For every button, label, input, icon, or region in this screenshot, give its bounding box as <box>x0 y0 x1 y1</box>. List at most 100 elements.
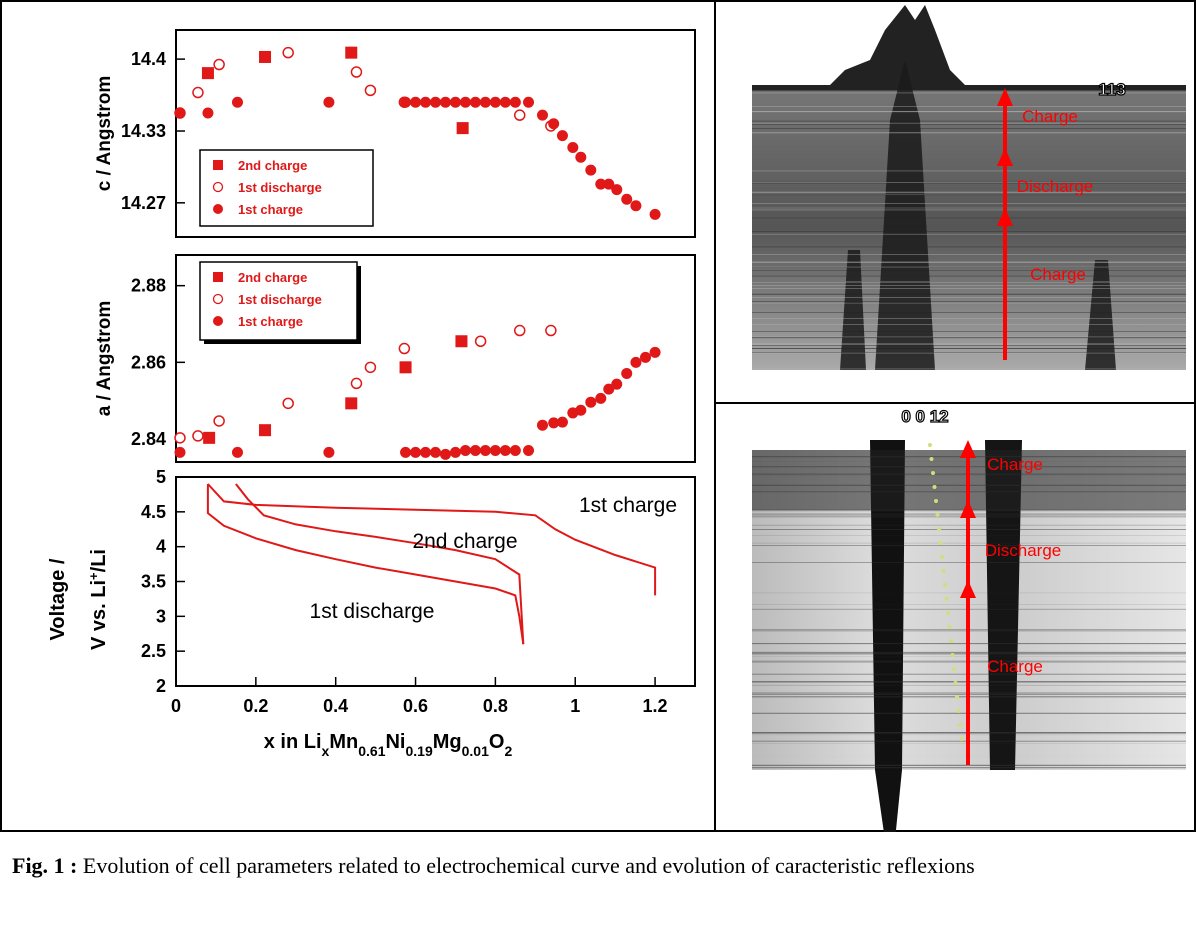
step-label: Discharge <box>1017 177 1094 196</box>
marker-circle <box>459 445 471 456</box>
y-axis-label: Voltage / <box>47 558 69 640</box>
marker-circle <box>400 96 412 108</box>
x-tick-label: 0.2 <box>243 696 268 716</box>
marker-circle <box>536 419 548 431</box>
legend-label: 1st charge <box>238 202 303 217</box>
x-tick-label: 0 <box>171 696 181 716</box>
caption-text: Evolution of cell parameters related to … <box>82 853 975 878</box>
step-label: Charge <box>1030 265 1086 284</box>
marker-circle <box>585 164 597 176</box>
xrd-image-113 <box>752 5 1186 370</box>
image-dot <box>941 569 946 573</box>
subscript: 0.01 <box>462 743 489 759</box>
image-dot <box>959 737 964 741</box>
marker-circle <box>231 96 243 108</box>
image-peak <box>752 5 1186 90</box>
image-dot <box>949 639 953 643</box>
y-tick-label: 14.4 <box>131 49 166 69</box>
label-part: x in Li <box>264 731 322 753</box>
marker-circle <box>630 200 642 212</box>
marker-circle <box>174 107 186 119</box>
reflection-label: 0 0 12 <box>901 407 948 426</box>
label-part: Mg <box>433 731 462 753</box>
marker-open-circle <box>192 430 204 442</box>
marker-circle <box>499 96 511 108</box>
step-label: Charge <box>987 657 1043 676</box>
marker-circle <box>489 96 501 108</box>
y-axis-label: V vs. Li+/Li <box>86 549 111 650</box>
voltage-curve <box>235 483 525 645</box>
marker-circle <box>509 445 521 456</box>
caption-prefix: Fig. 1 : <box>12 853 78 878</box>
marker-circle <box>410 96 422 108</box>
marker-circle <box>556 130 568 142</box>
marker-circle <box>449 446 461 458</box>
marker-circle <box>479 96 491 108</box>
y-tick-label: 2.5 <box>141 641 166 661</box>
marker-square <box>345 46 358 59</box>
marker-open-circle <box>513 109 526 121</box>
legend-box <box>199 261 358 341</box>
legend-box <box>199 149 374 227</box>
legend-marker <box>212 181 224 193</box>
marker-circle <box>621 193 633 205</box>
marker-circle <box>595 392 607 404</box>
arrow-head <box>960 440 976 458</box>
legend-label: 1st discharge <box>238 180 322 195</box>
x-tick-label: 1.2 <box>643 696 668 716</box>
marker-open-circle <box>398 342 411 355</box>
marker-circle <box>174 446 186 458</box>
marker-square <box>456 122 469 135</box>
marker-circle <box>639 351 651 363</box>
image-band <box>870 440 905 840</box>
marker-circle <box>649 208 661 220</box>
marker-open-circle <box>213 415 225 427</box>
image-dot <box>947 625 952 629</box>
marker-circle <box>430 446 441 458</box>
x-tick-label: 0.8 <box>483 696 508 716</box>
legend-marker <box>213 204 223 214</box>
marker-circle <box>630 356 642 368</box>
marker-circle <box>202 107 214 119</box>
image-dot <box>940 555 944 559</box>
arrow-head <box>997 208 1013 226</box>
marker-circle <box>323 96 335 108</box>
marker-square <box>455 335 468 348</box>
y-tick-label: 2 <box>156 676 166 696</box>
y-tick-label: 3 <box>156 606 166 626</box>
marker-circle <box>430 96 441 108</box>
y-tick-label: 4.5 <box>141 502 166 522</box>
marker-circle <box>439 96 451 108</box>
marker-circle <box>548 118 560 130</box>
label-part: V vs. Li <box>88 580 110 650</box>
marker-circle <box>523 96 535 108</box>
marker-circle <box>603 383 615 395</box>
marker-open-circle <box>350 377 363 390</box>
legend-label: 2nd charge <box>238 270 307 285</box>
y-tick-label: 5 <box>156 467 166 487</box>
image-dot <box>929 457 934 461</box>
marker-circle <box>621 367 633 379</box>
superscript: + <box>86 572 101 580</box>
caption: Fig. 1 : Evolution of cell parameters re… <box>12 846 1102 886</box>
marker-open-circle <box>364 84 377 97</box>
y-axis-label: c / Angstrom <box>94 76 115 191</box>
marker-open-circle <box>545 324 557 337</box>
marker-open-circle <box>513 324 526 337</box>
legend-marker <box>212 293 224 305</box>
voltage-curve <box>206 484 525 645</box>
subscript: 2 <box>504 743 512 759</box>
marker-open-circle <box>174 432 186 444</box>
marker-circle <box>575 151 587 163</box>
image-dot <box>956 709 961 713</box>
marker-circle <box>410 446 422 458</box>
image-dot <box>952 667 956 671</box>
image-dot <box>944 597 949 601</box>
image-dot <box>950 653 955 657</box>
marker-circle <box>469 96 481 108</box>
marker-square <box>259 424 272 437</box>
arrow-head <box>960 580 976 598</box>
image-dot <box>955 695 959 699</box>
marker-circle <box>575 404 587 416</box>
step-label: Charge <box>987 455 1043 474</box>
